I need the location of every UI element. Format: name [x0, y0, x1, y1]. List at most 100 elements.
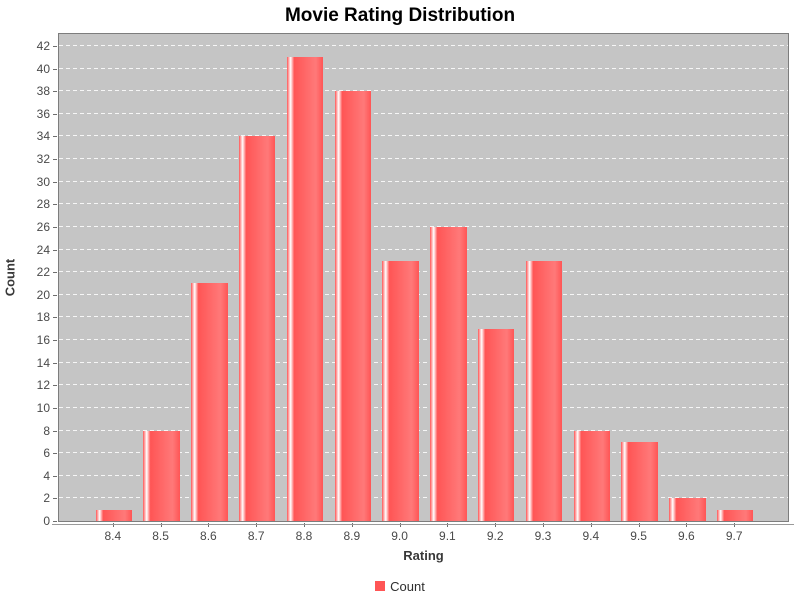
gridline-36: [59, 112, 788, 114]
y-tick-mark: [53, 204, 57, 206]
y-tick-label-26: 26: [36, 219, 50, 234]
gridline-18: [59, 316, 788, 318]
y-tick-mark: [53, 249, 57, 251]
x-tick-mark: [208, 523, 210, 527]
gridline-22: [59, 271, 788, 273]
gridline-32: [59, 158, 788, 160]
gridline-20: [59, 293, 788, 295]
bar-9.3: [525, 260, 563, 521]
x-tick-mark: [399, 523, 401, 527]
legend-swatch-count: [375, 581, 386, 591]
chart-title: Movie Rating Distribution: [284, 5, 516, 26]
y-tick-mark: [53, 521, 57, 522]
y-tick-label-40: 40: [36, 61, 50, 76]
y-tick-mark: [53, 430, 57, 432]
y-tick-mark: [53, 475, 57, 477]
y-tick-label-6: 6: [43, 446, 50, 461]
plot-area: [58, 33, 789, 522]
x-tick-mark: [590, 523, 592, 527]
y-tick-mark: [53, 136, 57, 138]
y-tick-label-18: 18: [36, 310, 50, 325]
gridline-26: [59, 225, 788, 227]
y-tick-label-14: 14: [36, 355, 50, 370]
y-tick-mark: [53, 453, 57, 455]
y-tick-label-32: 32: [36, 152, 50, 166]
gridline-2: [59, 497, 788, 499]
x-axis-line: [52, 524, 794, 525]
y-tick-mark: [53, 294, 57, 296]
x-tick-label-9.7: 9.7: [725, 529, 743, 543]
bar-8.8: [286, 57, 324, 521]
y-tick-mark: [53, 45, 57, 47]
y-tick-mark: [53, 317, 57, 319]
gridline-38: [59, 90, 788, 92]
y-tick-label-8: 8: [43, 423, 50, 438]
x-tick-mark: [734, 523, 736, 527]
y-tick-label-16: 16: [36, 333, 50, 347]
x-tick-label-9.5: 9.5: [630, 529, 647, 543]
x-tick-label-9.3: 9.3: [534, 529, 552, 543]
bar-9.7: [716, 509, 754, 521]
y-tick-label-20: 20: [36, 287, 50, 302]
x-tick-label-9.2: 9.2: [486, 529, 504, 543]
y-tick-label-10: 10: [36, 400, 50, 415]
y-tick-label-2: 2: [43, 491, 50, 506]
x-tick-mark: [304, 523, 305, 527]
y-tick-label-12: 12: [36, 378, 50, 393]
gridline-28: [59, 203, 788, 205]
bar-9.2: [477, 328, 515, 521]
y-tick-mark: [53, 407, 57, 409]
y-tick-mark: [53, 113, 57, 115]
x-tick-mark: [256, 523, 258, 527]
bar-9.4: [573, 430, 610, 521]
legend: Count: [0, 577, 800, 595]
x-tick-label-8.4: 8.4: [104, 529, 122, 543]
legend-label: Count: [390, 578, 425, 594]
x-tick-mark: [543, 523, 544, 527]
x-tick-mark: [351, 523, 353, 527]
x-tick-label-8.9: 8.9: [343, 529, 361, 543]
x-tick-label-8.7: 8.7: [247, 529, 265, 543]
y-tick-mark: [53, 91, 57, 93]
bar-9.0: [382, 260, 419, 521]
x-tick-mark: [160, 523, 162, 527]
y-tick-label-30: 30: [36, 174, 50, 189]
x-tick-label-9.4: 9.4: [582, 529, 600, 543]
x-tick-label-8.8: 8.8: [295, 529, 313, 543]
y-tick-mark: [53, 385, 57, 387]
gridline-42: [59, 44, 788, 46]
x-tick-mark: [638, 523, 640, 527]
gridline-6: [59, 452, 788, 454]
y-tick-mark: [53, 272, 57, 274]
y-tick-label-28: 28: [36, 197, 50, 212]
x-tick-label-9.0: 9.0: [391, 529, 408, 543]
gridline-40: [59, 67, 788, 69]
gridline-24: [59, 248, 788, 250]
y-tick-mark: [53, 362, 57, 364]
y-tick-mark: [53, 226, 57, 228]
y-tick-label-4: 4: [43, 468, 50, 483]
bar-8.6: [191, 283, 228, 521]
y-tick-label-36: 36: [36, 106, 50, 121]
gridline-8: [59, 429, 788, 431]
y-tick-label-0: 0: [43, 514, 50, 528]
gridline-14: [59, 361, 788, 363]
gridline-16: [59, 339, 788, 341]
y-tick-label-24: 24: [36, 242, 50, 257]
y-tick-label-38: 38: [36, 84, 50, 99]
gridline-4: [59, 474, 788, 476]
x-tick-mark: [112, 523, 114, 527]
y-tick-mark: [53, 68, 57, 70]
bar-9.1: [430, 226, 467, 521]
gridline-12: [59, 384, 788, 386]
bar-8.9: [334, 91, 371, 521]
x-tick-label-8.6: 8.6: [200, 529, 217, 543]
bar-8.7: [238, 136, 276, 521]
bar-9.5: [621, 441, 658, 521]
y-tick-label-34: 34: [36, 129, 50, 144]
bar-9.6: [669, 498, 706, 521]
bar-8.4: [95, 509, 133, 521]
y-tick-mark: [53, 340, 57, 341]
x-tick-label-9.1: 9.1: [439, 529, 456, 543]
